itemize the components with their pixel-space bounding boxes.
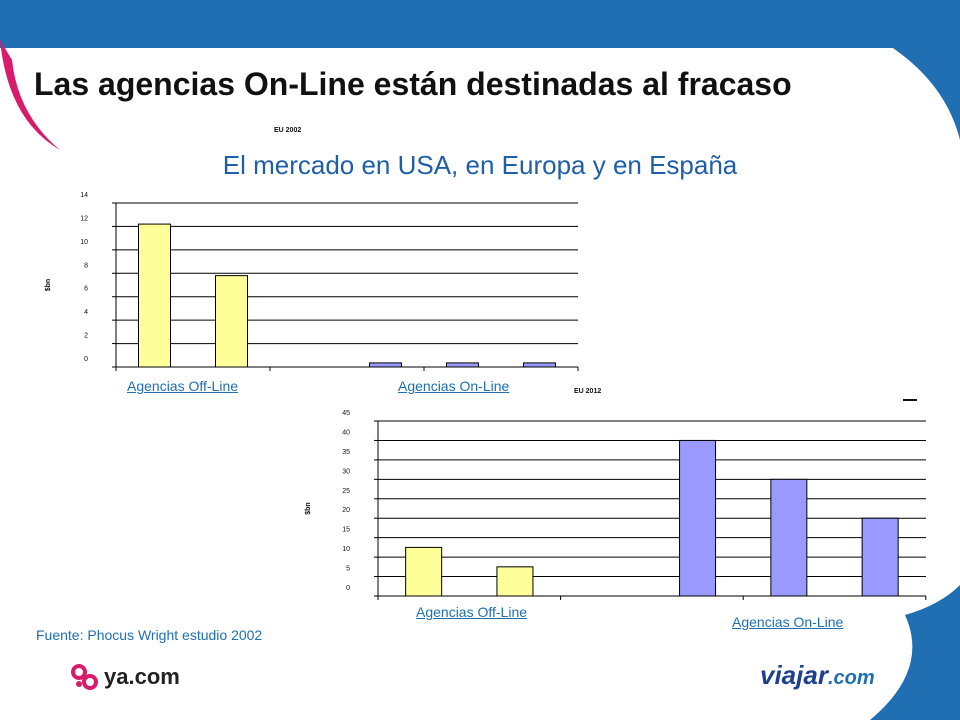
viajar-text: viajar xyxy=(760,660,828,690)
y-tick-label: 15 xyxy=(342,527,350,534)
slide-title: Las agencias On-Line están destinadas al… xyxy=(34,66,792,102)
chart-eu-2012: EU 2012 0 5 10 15 20 25 30 35 40 45 $bn xyxy=(298,383,938,633)
bar xyxy=(679,439,717,597)
chart-eu-2002-svg: EU 2002 0 2 4 6 8 10 12 14 $bn xyxy=(45,127,579,371)
top-right-swoosh xyxy=(780,0,960,140)
bar xyxy=(861,517,899,597)
y-tick-label: 2 xyxy=(84,333,88,340)
dash-mark xyxy=(903,399,917,401)
viajar-suffix: .com xyxy=(827,667,875,689)
bar xyxy=(496,566,534,597)
y-tick-label: 40 xyxy=(342,429,350,436)
bar xyxy=(138,223,171,368)
ya-swirl-icon xyxy=(71,664,98,690)
ya-com-text: ya.com xyxy=(104,664,180,689)
chart-eu-2012-svg: EU 2012 0 5 10 15 20 25 30 35 40 45 $bn xyxy=(305,388,927,600)
link-agencias-online-2012[interactable]: Agencias On-Line xyxy=(732,614,844,630)
viajar-com-logo[interactable]: viajar.com xyxy=(760,660,875,691)
slide-subtitle: El mercado en USA, en Europa y en España xyxy=(222,150,738,180)
source-note: Fuente: Phocus Wright estudio 2002 xyxy=(36,627,263,643)
y-tick-label: 12 xyxy=(80,215,88,222)
y-axis-label: $bn xyxy=(45,279,52,291)
y-tick-label: 14 xyxy=(80,192,88,199)
bar xyxy=(770,478,808,597)
chart-title: EU 2002 xyxy=(274,127,301,134)
link-agencias-online-2002[interactable]: Agencias On-Line xyxy=(398,378,510,394)
y-tick-label: 6 xyxy=(84,286,88,293)
link-agencias-offline-2002[interactable]: Agencias Off-Line xyxy=(127,378,239,394)
chart-title: EU 2012 xyxy=(574,388,601,395)
y-tick-label: 0 xyxy=(346,585,350,592)
bar xyxy=(405,546,443,597)
y-tick-label: 10 xyxy=(80,239,88,246)
y-tick-label: 20 xyxy=(342,507,350,514)
bar xyxy=(446,362,479,368)
y-tick-label: 4 xyxy=(84,309,88,316)
top-band xyxy=(0,0,960,48)
left-pink-curve xyxy=(0,40,60,150)
bar xyxy=(523,362,556,368)
y-axis-label: $bn xyxy=(305,502,312,514)
bar xyxy=(215,275,248,368)
y-tick-label: 25 xyxy=(342,488,350,495)
y-tick-label: 0 xyxy=(84,356,88,363)
chart-eu-2002: EU 2002 0 2 4 6 8 10 12 14 $bn xyxy=(38,120,618,400)
y-tick-label: 35 xyxy=(342,449,350,456)
bottom-right-swoosh xyxy=(870,585,960,720)
y-tick-label: 10 xyxy=(342,546,350,553)
y-tick-label: 45 xyxy=(342,410,350,417)
y-tick-label: 8 xyxy=(84,262,88,269)
ya-com-logo[interactable]: ya.com xyxy=(70,662,180,692)
bar xyxy=(369,362,402,368)
y-tick-label: 5 xyxy=(346,566,350,573)
y-tick-label: 30 xyxy=(342,468,350,475)
link-agencias-offline-2012[interactable]: Agencias Off-Line xyxy=(416,604,528,620)
